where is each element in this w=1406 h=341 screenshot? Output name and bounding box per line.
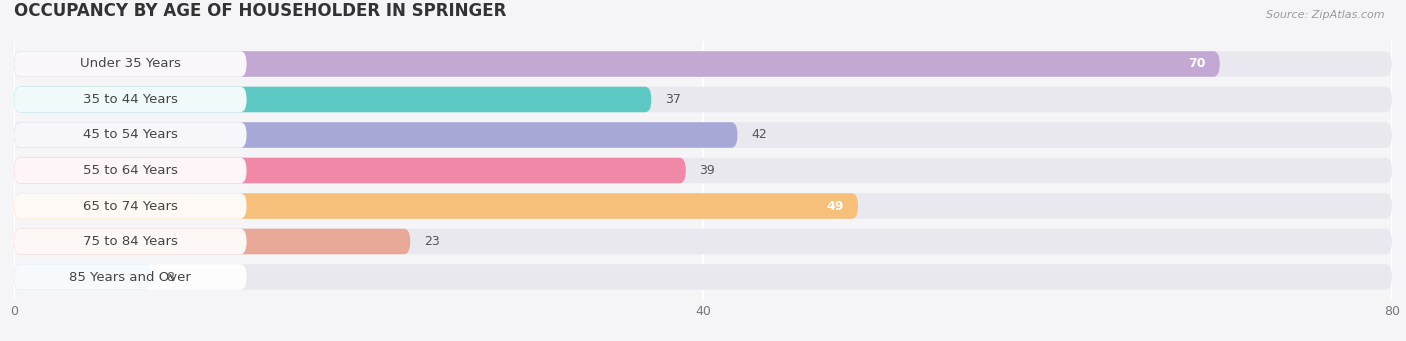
Text: 55 to 64 Years: 55 to 64 Years	[83, 164, 177, 177]
Text: 70: 70	[1188, 58, 1206, 71]
FancyBboxPatch shape	[14, 158, 246, 183]
FancyBboxPatch shape	[14, 264, 1392, 290]
Text: Source: ZipAtlas.com: Source: ZipAtlas.com	[1267, 10, 1385, 20]
Text: OCCUPANCY BY AGE OF HOUSEHOLDER IN SPRINGER: OCCUPANCY BY AGE OF HOUSEHOLDER IN SPRIN…	[14, 2, 506, 20]
Text: 75 to 84 Years: 75 to 84 Years	[83, 235, 177, 248]
FancyBboxPatch shape	[14, 87, 651, 112]
Text: Under 35 Years: Under 35 Years	[80, 58, 181, 71]
FancyBboxPatch shape	[14, 193, 858, 219]
FancyBboxPatch shape	[14, 229, 1392, 254]
FancyBboxPatch shape	[14, 122, 1392, 148]
FancyBboxPatch shape	[14, 158, 1392, 183]
Text: 45 to 54 Years: 45 to 54 Years	[83, 129, 177, 142]
FancyBboxPatch shape	[14, 51, 1392, 77]
FancyBboxPatch shape	[14, 193, 1392, 219]
FancyBboxPatch shape	[14, 87, 1392, 112]
Text: 23: 23	[425, 235, 440, 248]
FancyBboxPatch shape	[14, 193, 246, 219]
FancyBboxPatch shape	[14, 51, 246, 77]
FancyBboxPatch shape	[14, 51, 1219, 77]
Text: 8: 8	[166, 270, 173, 283]
FancyBboxPatch shape	[14, 122, 246, 148]
Text: 42: 42	[751, 129, 768, 142]
FancyBboxPatch shape	[14, 122, 738, 148]
Text: 49: 49	[827, 199, 844, 212]
FancyBboxPatch shape	[14, 158, 686, 183]
Text: 37: 37	[665, 93, 681, 106]
Text: 65 to 74 Years: 65 to 74 Years	[83, 199, 177, 212]
FancyBboxPatch shape	[14, 229, 411, 254]
Text: 39: 39	[700, 164, 716, 177]
FancyBboxPatch shape	[14, 229, 246, 254]
Text: 35 to 44 Years: 35 to 44 Years	[83, 93, 177, 106]
FancyBboxPatch shape	[14, 264, 152, 290]
FancyBboxPatch shape	[14, 87, 246, 112]
Text: 85 Years and Over: 85 Years and Over	[69, 270, 191, 283]
FancyBboxPatch shape	[14, 264, 246, 290]
